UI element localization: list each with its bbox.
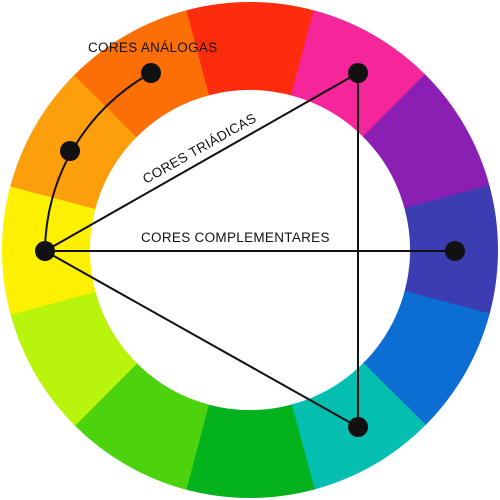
analogous-dot-orange [141, 63, 161, 83]
wheel-segment-red [185, 1, 315, 96]
wheel-segment-purple [362, 74, 490, 209]
wheel-segment-lime-green [74, 362, 209, 490]
wheel-segment-green [185, 404, 315, 498]
triadic-label: CORES TRIÁDICAS [140, 110, 259, 186]
wheel-segment-blue [362, 291, 490, 426]
triadic-dot-magenta [348, 63, 368, 83]
yellow-dot [35, 241, 55, 261]
wheel-segment-yellow-green [10, 291, 138, 426]
complementary-dot-blue [445, 241, 465, 261]
complementary-label: CORES COMPLEMENTARES [141, 230, 330, 245]
analogous-label: CORES ANÁLOGAS [88, 40, 218, 55]
triadic-dot-teal [348, 417, 368, 437]
analogous-dot-yellow-orange [60, 141, 80, 161]
